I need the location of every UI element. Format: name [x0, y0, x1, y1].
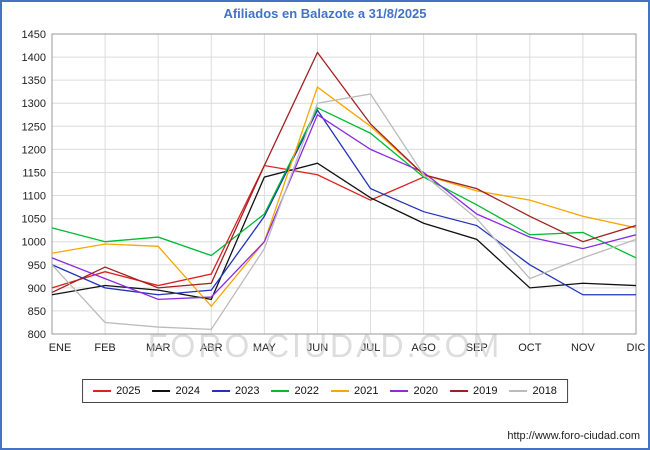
legend-label-2024: 2024	[175, 385, 201, 397]
y-tick-label: 850	[28, 306, 46, 318]
y-tick-label: 1150	[22, 167, 46, 179]
legend-item-2019: 2019	[449, 385, 498, 397]
y-tick-label: 800	[28, 329, 46, 341]
legend-swatch-2025	[93, 390, 112, 392]
legend-item-2018: 2018	[509, 385, 557, 397]
legend-swatch-2024	[152, 390, 171, 392]
legend-swatch-2023	[212, 390, 231, 392]
series-line-2024	[51, 162, 637, 301]
x-tick-label: MAY	[253, 342, 277, 354]
x-tick-label: AGO	[411, 342, 436, 354]
x-tick-label: SEP	[466, 342, 488, 354]
series-line-2020	[51, 113, 637, 301]
y-tick-label: 1050	[22, 214, 46, 226]
x-tick-label: JUL	[361, 342, 381, 354]
y-tick-label: 900	[28, 283, 46, 295]
y-tick-label: 1300	[22, 98, 46, 110]
series-line-2023	[51, 108, 636, 296]
legend-item-2023: 2023	[212, 385, 260, 397]
series-line-2025	[51, 164, 424, 289]
legend-swatch-2019	[449, 390, 468, 392]
series-line-2022	[51, 106, 637, 259]
x-tick-label: NOV	[571, 342, 596, 354]
legend-item-2020: 2020	[390, 385, 438, 397]
chart-legend: 2025 2024 2023 2022 2021 2020 2019 2018	[82, 379, 568, 403]
y-tick-label: 1350	[22, 75, 46, 87]
legend-item-2021: 2021	[331, 385, 378, 397]
legend-swatch-2021	[331, 390, 349, 392]
legend-label-2025: 2025	[116, 385, 141, 397]
y-tick-label: 1200	[22, 144, 46, 156]
legend-label-2022: 2022	[294, 385, 319, 397]
series-line-2021	[51, 86, 637, 308]
legend-label-2019: 2019	[472, 385, 498, 397]
y-tick-label: 1250	[22, 121, 46, 133]
y-tick-label: 1450	[22, 29, 46, 41]
y-tick-label: 950	[28, 260, 46, 272]
x-tick-label: OCT	[518, 342, 542, 354]
y-tick-label: 1000	[22, 237, 46, 249]
legend-label-2021: 2021	[354, 385, 379, 397]
x-tick-label: ENE	[49, 342, 72, 354]
x-tick-label: MAR	[146, 342, 171, 354]
y-tick-label: 1100	[22, 191, 46, 203]
x-tick-label: ABR	[200, 342, 223, 354]
x-tick-label: DIC	[627, 342, 646, 354]
x-tick-label: JUN	[307, 342, 328, 354]
legend-swatch-2022	[271, 390, 290, 392]
x-tick-label: FEB	[94, 342, 115, 354]
page-title: Afiliados en Balazote a 31/8/2025	[223, 6, 427, 21]
y-tick-label: 1400	[22, 52, 46, 64]
series-line-2019	[51, 51, 637, 294]
series-line-2018	[51, 93, 637, 331]
legend-swatch-2020	[390, 390, 409, 392]
legend-label-2023: 2023	[235, 385, 260, 397]
line-chart: 800 850 900 950 1000 1050 1100 1150 1200 1250 1300…	[22, 29, 646, 354]
site-url-link[interactable]: http://www.foro-ciudad.com	[507, 430, 640, 442]
legend-swatch-2018	[509, 390, 528, 392]
legend-item-2025: 2025	[93, 385, 141, 397]
legend-item-2022: 2022	[271, 385, 319, 397]
legend-item-2024: 2024	[152, 385, 201, 397]
legend-label-2020: 2020	[413, 385, 438, 397]
legend-label-2018: 2018	[532, 385, 557, 397]
